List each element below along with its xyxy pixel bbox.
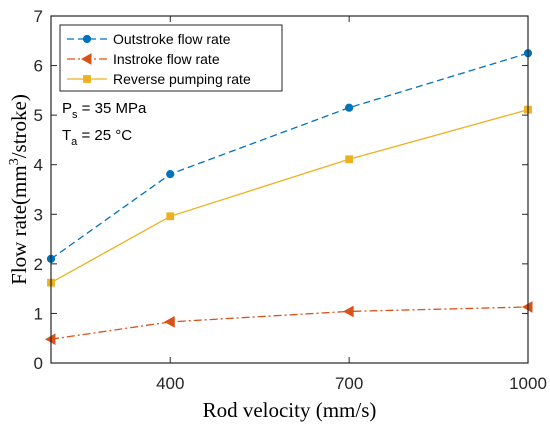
x-axis-title: Rod velocity (mm/s) — [203, 398, 377, 422]
legend-marker — [83, 75, 91, 83]
annotations: Ps = 35 MPa Ta = 25 °C — [62, 100, 147, 148]
x-tick-label: 400 — [156, 374, 184, 393]
legend-marker — [80, 53, 92, 65]
legend-label: Instroke flow rate — [113, 51, 220, 67]
legend-label: Outstroke flow rate — [113, 31, 231, 47]
x-tick-label: 1000 — [509, 374, 547, 393]
legend: Outstroke flow rate Instroke flow rate Rev… — [59, 24, 283, 92]
data-point — [343, 305, 354, 318]
legend-marker — [82, 34, 92, 44]
y-axis-title-part1: Flow rate(mm — [7, 165, 31, 285]
legend-box — [59, 24, 283, 92]
y-tick-label: 2 — [34, 255, 43, 274]
y-axis-title-part2: /stroke) — [7, 94, 31, 158]
legend-label: Reverse pumping rate — [113, 71, 251, 87]
data-point — [166, 170, 175, 179]
series-line — [50, 306, 529, 340]
series-line — [50, 52, 529, 260]
y-tick-label: 4 — [34, 156, 43, 175]
series-2 — [44, 301, 533, 346]
ticks-layer: 0 1 2 3 4 5 6 7 400 700 1000 — [34, 7, 547, 393]
data-point — [345, 155, 354, 164]
y-tick-label: 5 — [34, 106, 43, 125]
data-point — [164, 316, 175, 328]
data-point — [345, 103, 354, 112]
series-line — [50, 109, 529, 284]
y-tick-label: 3 — [34, 205, 43, 224]
series-1 — [46, 49, 533, 263]
y-axis-title: Flow rate(mm3/stroke) — [7, 94, 31, 285]
y-tick-label: 0 — [34, 354, 43, 373]
annotation-text: Ps = 35 MPa — [62, 100, 147, 121]
data-point — [166, 212, 175, 221]
plot-area-frame — [50, 15, 529, 364]
y-axis-title-superscript: 3 — [7, 158, 22, 165]
x-tick-label: 700 — [335, 374, 363, 393]
annotation-text: Ta = 25 °C — [62, 127, 132, 148]
y-tick-label: 7 — [34, 7, 43, 26]
y-tick-label: 6 — [34, 57, 43, 76]
y-tick-label: 1 — [34, 304, 43, 323]
series-layer — [44, 49, 533, 346]
